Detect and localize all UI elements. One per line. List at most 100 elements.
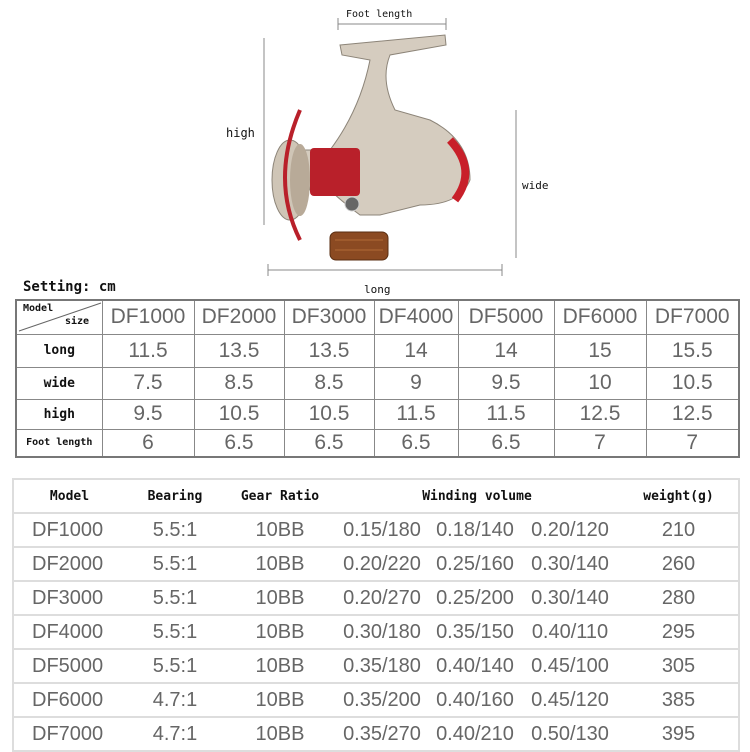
winding-volume-3-cell: 0.30/140 (521, 547, 619, 582)
winding-volume-2-cell: 0.25/160 (429, 547, 521, 582)
weight-cell: 305 (619, 649, 739, 684)
size-cell: 6.5 (373, 428, 459, 458)
size-cell: 13.5 (283, 333, 375, 368)
winding-volume-2-cell: 0.35/150 (429, 615, 521, 650)
model-header: DF7000 (645, 299, 740, 335)
size-cell: 6.5 (193, 428, 285, 458)
row-label: high (15, 398, 103, 430)
winding-volume-1-cell: 0.20/220 (335, 547, 429, 582)
size-cell: 10.5 (283, 398, 375, 430)
winding-volume-2-cell: 0.18/140 (429, 513, 521, 548)
spec-table-header-row: Model Bearing Gear Ratio Winding volume … (13, 479, 739, 514)
model-cell: DF3000 (13, 581, 125, 616)
model-cell: DF1000 (13, 513, 125, 548)
winding-volume-2-cell: 0.25/200 (429, 581, 521, 616)
row-label: Foot length (15, 428, 103, 458)
size-cell: 15.5 (645, 333, 740, 368)
model-cell: DF7000 (13, 717, 125, 752)
wide-label: wide (522, 179, 549, 192)
long-label: long (364, 283, 391, 296)
header-model: Model (13, 479, 125, 514)
dimension-arrows (263, 18, 517, 276)
size-table-header-row: Model size DF1000 DF2000 DF3000 DF4000 D… (15, 299, 740, 335)
row-label: long (15, 333, 103, 368)
model-header: DF6000 (553, 299, 647, 335)
size-cell: 12.5 (645, 398, 740, 430)
model-header: DF5000 (457, 299, 555, 335)
weight-cell: 260 (619, 547, 739, 582)
size-cell: 7 (553, 428, 647, 458)
winding-volume-1-cell: 0.20/270 (335, 581, 429, 616)
size-cell: 12.5 (553, 398, 647, 430)
size-cell: 11.5 (373, 398, 459, 430)
header-bearing: Bearing (125, 479, 225, 514)
size-cell: 8.5 (283, 366, 375, 400)
size-cell: 10.5 (645, 366, 740, 400)
winding-volume-3-cell: 0.20/120 (521, 513, 619, 548)
size-cell: 7 (645, 428, 740, 458)
spec-table: Model Bearing Gear Ratio Winding volume … (12, 478, 740, 752)
size-cell: 11.5 (101, 333, 195, 368)
header-weight: weight(g) (619, 479, 739, 514)
spec-row: DF1000 5.5:1 10BB 0.15/180 0.18/140 0.20/120 2… (13, 513, 739, 548)
weight-cell: 295 (619, 615, 739, 650)
gear-ratio-cell: 10BB (225, 547, 335, 582)
size-cell: 10 (553, 366, 647, 400)
winding-volume-1-cell: 0.35/270 (335, 717, 429, 752)
spec-row: DF6000 4.7:1 10BB 0.35/200 0.40/160 0.45/120 3… (13, 683, 739, 718)
size-cell: 6 (101, 428, 195, 458)
winding-volume-1-cell: 0.35/180 (335, 649, 429, 684)
size-cell: 7.5 (101, 366, 195, 400)
winding-volume-1-cell: 0.30/180 (335, 615, 429, 650)
size-cell: 13.5 (193, 333, 285, 368)
size-cell: 8.5 (193, 366, 285, 400)
bearing-cell: 5.5:1 (125, 615, 225, 650)
weight-cell: 280 (619, 581, 739, 616)
winding-volume-2-cell: 0.40/160 (429, 683, 521, 718)
row-label: wide (15, 366, 103, 400)
gear-ratio-cell: 10BB (225, 513, 335, 548)
winding-volume-3-cell: 0.45/120 (521, 683, 619, 718)
setting-unit-label: Setting: cm (23, 279, 116, 295)
model-cell: DF2000 (13, 547, 125, 582)
model-header: DF1000 (101, 299, 195, 335)
size-cell: 15 (553, 333, 647, 368)
size-cell: 10.5 (193, 398, 285, 430)
winding-volume-3-cell: 0.50/130 (521, 717, 619, 752)
size-row-wide: wide 7.5 8.5 8.5 9 9.5 10 10.5 (15, 366, 740, 400)
bearing-cell: 5.5:1 (125, 581, 225, 616)
weight-cell: 395 (619, 717, 739, 752)
winding-volume-1-cell: 0.35/200 (335, 683, 429, 718)
model-cell: DF5000 (13, 649, 125, 684)
size-cell: 14 (373, 333, 459, 368)
spec-row: DF4000 5.5:1 10BB 0.30/180 0.35/150 0.40/110 2… (13, 615, 739, 650)
spec-row: DF3000 5.5:1 10BB 0.20/270 0.25/200 0.30/140 2… (13, 581, 739, 616)
winding-volume-3-cell: 0.30/140 (521, 581, 619, 616)
bearing-cell: 4.7:1 (125, 683, 225, 718)
bearing-cell: 5.5:1 (125, 649, 225, 684)
size-row-long: long 11.5 13.5 13.5 14 14 15 15.5 (15, 333, 740, 368)
spec-row: DF5000 5.5:1 10BB 0.35/180 0.40/140 0.45/100 3… (13, 649, 739, 684)
reel-dimension-diagram (263, 18, 517, 276)
model-header: DF4000 (373, 299, 459, 335)
bearing-cell: 4.7:1 (125, 717, 225, 752)
header-winding-volume: Winding volume (335, 479, 619, 514)
model-size-corner-cell: Model size (15, 299, 103, 335)
model-cell: DF4000 (13, 615, 125, 650)
size-cell: 6.5 (283, 428, 375, 458)
corner-size-label: size (65, 316, 90, 328)
size-table: Model size DF1000 DF2000 DF3000 DF4000 D… (15, 299, 740, 458)
size-cell: 11.5 (457, 398, 555, 430)
gear-ratio-cell: 10BB (225, 717, 335, 752)
winding-volume-2-cell: 0.40/140 (429, 649, 521, 684)
gear-ratio-cell: 10BB (225, 615, 335, 650)
model-header: DF3000 (283, 299, 375, 335)
gear-ratio-cell: 10BB (225, 581, 335, 616)
winding-volume-2-cell: 0.40/210 (429, 717, 521, 752)
foot-length-label: Foot length (346, 9, 413, 20)
corner-model-label: Model (23, 303, 54, 315)
spec-row: DF7000 4.7:1 10BB 0.35/270 0.40/210 0.50/130 3… (13, 717, 739, 752)
bearing-cell: 5.5:1 (125, 513, 225, 548)
winding-volume-3-cell: 0.45/100 (521, 649, 619, 684)
size-cell: 9.5 (457, 366, 555, 400)
